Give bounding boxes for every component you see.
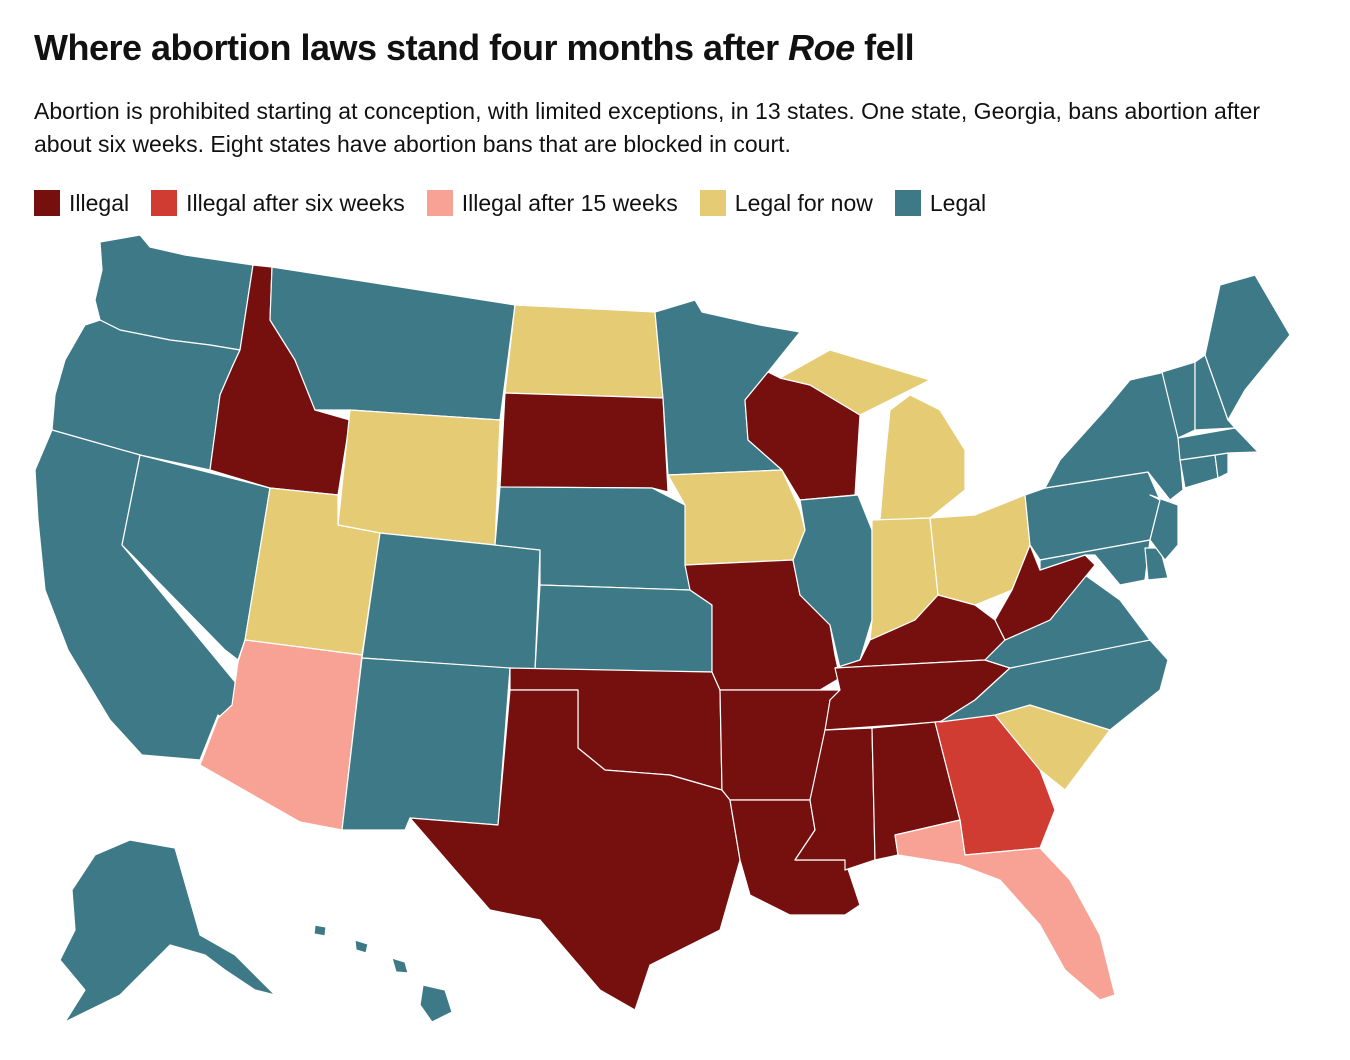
state-new-hampshire[interactable] xyxy=(1194,354,1236,431)
state-north-dakota[interactable] xyxy=(504,304,664,399)
legend-swatch-legal-for-now xyxy=(699,190,726,216)
state-michigan[interactable] xyxy=(779,349,931,416)
title-emphasis: Roe xyxy=(788,27,855,68)
state-hawaii-maui[interactable] xyxy=(391,957,409,974)
state-new-mexico[interactable] xyxy=(341,657,511,831)
state-maryland[interactable] xyxy=(1039,539,1151,586)
legend-item-illegal: Illegal xyxy=(34,190,129,216)
state-delaware[interactable] xyxy=(1144,547,1169,581)
legend-label-illegal: Illegal xyxy=(69,190,130,216)
legend-item-legal: Legal xyxy=(894,190,987,216)
legend-swatch-fifteen-weeks xyxy=(426,190,453,216)
state-hawaii-kauai[interactable] xyxy=(313,924,327,937)
page-title: Where abortion laws stand four months af… xyxy=(34,27,915,68)
state-alaska[interactable] xyxy=(59,839,276,1023)
us-state-map xyxy=(34,234,1291,1023)
state-wyoming[interactable] xyxy=(337,409,501,546)
state-california[interactable] xyxy=(34,429,251,761)
state-maine[interactable] xyxy=(1204,274,1291,421)
state-rhode-island[interactable] xyxy=(1214,452,1229,479)
legend-label-legal-for-now: Legal for now xyxy=(734,190,873,216)
legend-label-legal: Legal xyxy=(929,190,987,216)
legend-swatch-illegal xyxy=(34,190,60,216)
state-west-virginia[interactable] xyxy=(994,544,1096,641)
state-hawaii-oahu[interactable] xyxy=(354,939,369,954)
legend-label-fifteen-weeks: Illegal after 15 weeks xyxy=(461,190,678,216)
state-kansas[interactable] xyxy=(534,584,713,673)
state-colorado[interactable] xyxy=(361,532,541,671)
state-texas[interactable] xyxy=(409,689,741,1011)
state-new-jersey[interactable] xyxy=(1149,494,1179,561)
legend: Illegal Illegal after six weeks Illegal … xyxy=(34,190,1008,216)
subtitle: Abortion is prohibited starting at conce… xyxy=(34,98,1261,157)
legend-item-legal-for-now: Legal for now xyxy=(699,190,873,216)
state-south-dakota[interactable] xyxy=(499,392,669,493)
legend-item-fifteen-weeks: Illegal after 15 weeks xyxy=(426,190,678,216)
state-hawaii-big-island[interactable] xyxy=(419,984,453,1023)
state-connecticut[interactable] xyxy=(1179,454,1219,489)
state-michigan-lower[interactable] xyxy=(879,394,966,521)
legend-label-six-weeks: Illegal after six weeks xyxy=(186,190,405,216)
state-florida[interactable] xyxy=(894,819,1116,1001)
legend-item-six-weeks: Illegal after six weeks xyxy=(151,190,405,216)
legend-swatch-six-weeks xyxy=(151,190,178,216)
legend-swatch-legal xyxy=(894,190,921,216)
state-iowa[interactable] xyxy=(667,469,806,566)
